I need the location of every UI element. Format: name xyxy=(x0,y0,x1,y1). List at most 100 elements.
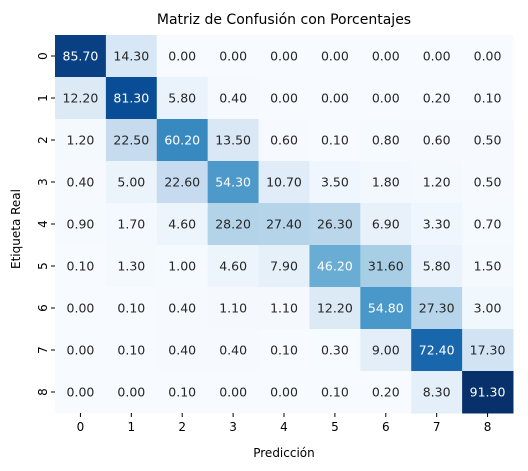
cell-value-label: 0.50 xyxy=(474,133,502,148)
y-tick-label: 6 xyxy=(36,304,50,312)
x-tick-label: 1 xyxy=(128,420,136,434)
cell-value-label: 0.40 xyxy=(67,175,95,190)
cell-value-label: 6.90 xyxy=(372,217,400,232)
cell-value-label: 3.00 xyxy=(474,301,502,316)
cell-value-label: 0.00 xyxy=(219,49,247,64)
cell-value-label: 46.20 xyxy=(317,259,353,274)
cell-value-label: 0.40 xyxy=(168,343,196,358)
cell-value-label: 1.10 xyxy=(270,301,298,316)
cell-value-label: 1.20 xyxy=(67,133,95,148)
cell-value-label: 9.00 xyxy=(372,343,400,358)
cell-value-label: 0.00 xyxy=(321,91,349,106)
x-axis-label: Predicción xyxy=(253,446,315,460)
cell-value-label: 0.80 xyxy=(372,133,400,148)
x-tick-label: 6 xyxy=(382,420,390,434)
cell-value-label: 0.10 xyxy=(117,343,145,358)
y-tick-label: 7 xyxy=(36,346,50,354)
x-tick-label: 2 xyxy=(178,420,186,434)
cell-value-label: 4.60 xyxy=(219,259,247,274)
cell-value-label: 0.10 xyxy=(168,385,196,400)
cell-value-label: 26.30 xyxy=(317,217,353,232)
cell-value-label: 0.40 xyxy=(219,91,247,106)
cell-value-label: 0.10 xyxy=(321,385,349,400)
cell-value-label: 5.80 xyxy=(423,259,451,274)
x-tick-label: 8 xyxy=(484,420,492,434)
cell-value-label: 54.30 xyxy=(215,175,251,190)
cell-value-label: 31.60 xyxy=(368,259,404,274)
cell-value-label: 27.30 xyxy=(419,301,455,316)
cell-value-label: 0.00 xyxy=(117,385,145,400)
x-tick-label: 5 xyxy=(331,420,339,434)
cell-value-label: 1.50 xyxy=(474,259,502,274)
cell-value-label: 81.30 xyxy=(113,91,149,106)
cell-value-label: 54.80 xyxy=(368,301,404,316)
cell-value-label: 0.20 xyxy=(372,385,400,400)
y-tick-label: 0 xyxy=(36,52,50,60)
cell-value-label: 5.00 xyxy=(117,175,145,190)
cell-value-label: 0.00 xyxy=(372,49,400,64)
cell-value-label: 3.50 xyxy=(321,175,349,190)
cell-value-label: 1.00 xyxy=(168,259,196,274)
x-tick-label: 4 xyxy=(280,420,288,434)
cell-value-label: 0.20 xyxy=(423,91,451,106)
cell-value-label: 60.20 xyxy=(164,133,200,148)
cell-value-label: 0.50 xyxy=(474,175,502,190)
y-tick-label: 1 xyxy=(36,94,50,102)
cell-value-label: 0.00 xyxy=(270,91,298,106)
cell-value-label: 0.10 xyxy=(67,259,95,274)
chart-title: Matriz de Confusión con Porcentajes xyxy=(157,12,411,28)
cell-value-label: 0.40 xyxy=(168,301,196,316)
x-tick-label: 7 xyxy=(433,420,441,434)
heatmap-cells: 85.70 14.30 0.00 0.00 0.00 0.00 0.00 0.00 0.00 12… xyxy=(55,35,514,414)
cell-value-label: 0.00 xyxy=(168,49,196,64)
cell-value-label: 12.20 xyxy=(63,91,99,106)
cell-value-label: 1.80 xyxy=(372,175,400,190)
cell-value-label: 3.30 xyxy=(423,217,451,232)
cell-value-label: 22.50 xyxy=(113,133,149,148)
cell-value-label: 0.00 xyxy=(372,91,400,106)
cell-value-label: 22.60 xyxy=(164,175,200,190)
cell-value-label: 27.40 xyxy=(266,217,302,232)
cell-value-label: 0.00 xyxy=(270,49,298,64)
x-tick-label: 3 xyxy=(229,420,237,434)
cell-value-label: 1.30 xyxy=(117,259,145,274)
y-axis-ticks: 012345678 xyxy=(36,52,55,396)
cell-value-label: 0.00 xyxy=(270,385,298,400)
cell-value-label: 8.30 xyxy=(423,385,451,400)
cell-value-label: 0.00 xyxy=(67,385,95,400)
cell-value-label: 5.80 xyxy=(168,91,196,106)
cell-value-label: 17.30 xyxy=(470,343,506,358)
cell-value-label: 0.60 xyxy=(270,133,298,148)
y-tick-label: 5 xyxy=(36,262,50,270)
cell-value-label: 0.10 xyxy=(474,91,502,106)
cell-value-label: 28.20 xyxy=(215,217,251,232)
cell-value-label: 0.30 xyxy=(321,343,349,358)
cell-value-label: 12.20 xyxy=(317,301,353,316)
cell-value-label: 0.70 xyxy=(474,217,502,232)
cell-value-label: 0.10 xyxy=(321,133,349,148)
cell-value-label: 0.40 xyxy=(219,343,247,358)
y-tick-label: 4 xyxy=(36,220,50,228)
cell-value-label: 0.00 xyxy=(219,385,247,400)
cell-value-label: 4.60 xyxy=(168,217,196,232)
cell-value-label: 7.90 xyxy=(270,259,298,274)
cell-value-label: 13.50 xyxy=(215,133,251,148)
cell-value-label: 0.10 xyxy=(117,301,145,316)
cell-value-label: 0.10 xyxy=(270,343,298,358)
x-axis-ticks: 0 1 2 3 4 5 6 7 8 xyxy=(77,413,492,434)
cell-value-label: 72.40 xyxy=(419,343,455,358)
y-axis-label: Etiqueta Real xyxy=(9,189,23,269)
cell-value-label: 0.00 xyxy=(423,49,451,64)
x-tick-label: 0 xyxy=(77,420,85,434)
cell-value-label: 0.90 xyxy=(67,217,95,232)
cell-value-label: 91.30 xyxy=(470,385,506,400)
cell-value-label: 0.60 xyxy=(423,133,451,148)
cell-value-label: 1.10 xyxy=(219,301,247,316)
cell-value-label: 14.30 xyxy=(113,49,149,64)
y-tick-label: 2 xyxy=(36,136,50,144)
cell-value-label: 0.00 xyxy=(67,343,95,358)
cell-value-label: 1.70 xyxy=(117,217,145,232)
cell-value-label: 0.00 xyxy=(321,49,349,64)
y-tick-label: 8 xyxy=(36,388,50,396)
